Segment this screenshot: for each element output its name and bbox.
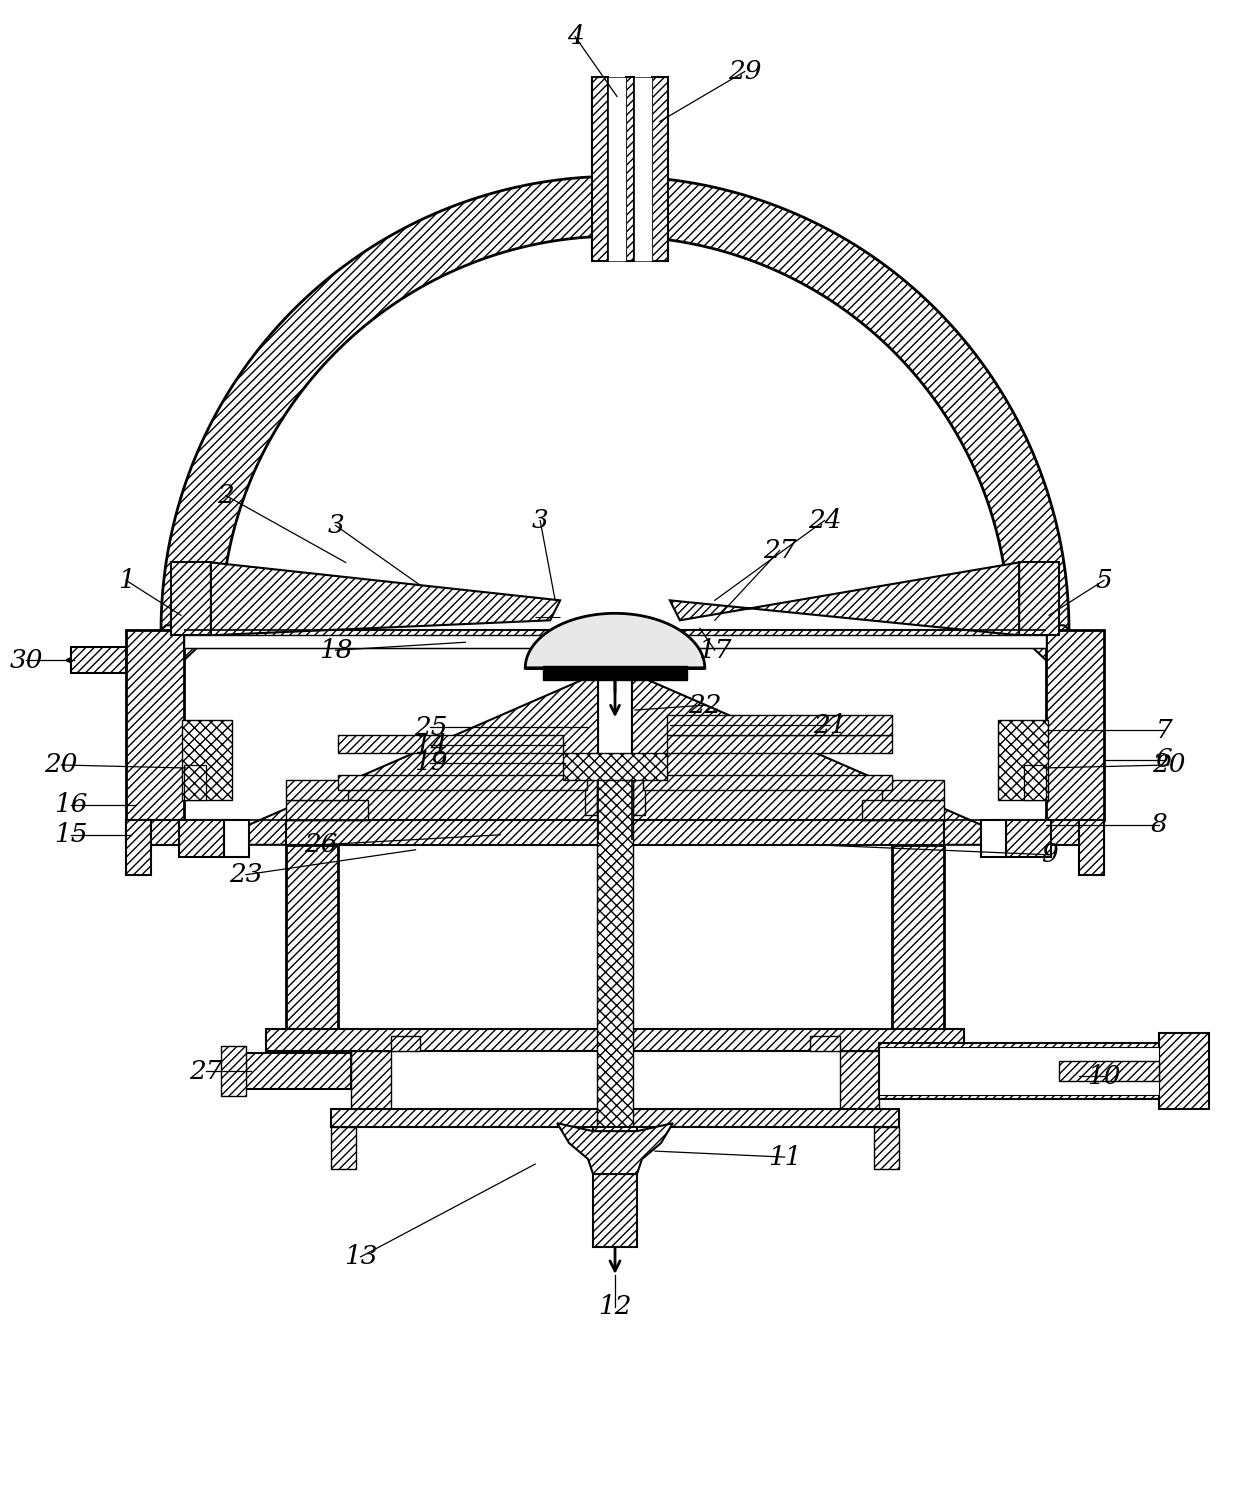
Polygon shape xyxy=(883,781,945,800)
Polygon shape xyxy=(182,720,232,800)
Polygon shape xyxy=(667,735,893,753)
Text: 29: 29 xyxy=(728,59,761,85)
Polygon shape xyxy=(991,820,1104,844)
Polygon shape xyxy=(1009,625,1104,660)
Text: 7: 7 xyxy=(1156,717,1172,743)
Text: 10: 10 xyxy=(1087,1063,1121,1089)
Polygon shape xyxy=(557,1123,673,1175)
Polygon shape xyxy=(221,1046,246,1096)
Text: 15: 15 xyxy=(55,823,88,847)
Polygon shape xyxy=(331,1110,899,1126)
Polygon shape xyxy=(810,1036,879,1110)
Text: 25: 25 xyxy=(414,714,448,740)
Text: 11: 11 xyxy=(768,1145,801,1170)
Polygon shape xyxy=(285,800,367,820)
Polygon shape xyxy=(171,562,211,636)
Polygon shape xyxy=(249,675,598,844)
Text: 9: 9 xyxy=(1040,843,1058,867)
Polygon shape xyxy=(593,1126,637,1247)
Text: 26: 26 xyxy=(304,832,337,858)
Polygon shape xyxy=(670,562,1019,636)
Text: 27: 27 xyxy=(190,1059,223,1084)
Polygon shape xyxy=(337,775,587,790)
Polygon shape xyxy=(1079,820,1104,874)
Text: 27: 27 xyxy=(763,538,796,563)
Polygon shape xyxy=(1006,820,1052,856)
Polygon shape xyxy=(608,77,626,261)
Polygon shape xyxy=(879,1048,1159,1095)
Polygon shape xyxy=(184,766,206,800)
Polygon shape xyxy=(652,77,668,261)
Text: 19: 19 xyxy=(414,750,448,776)
Polygon shape xyxy=(1019,562,1059,636)
Text: 18: 18 xyxy=(319,637,352,663)
Polygon shape xyxy=(337,735,563,753)
Polygon shape xyxy=(563,753,667,781)
Text: 14: 14 xyxy=(414,732,448,758)
Polygon shape xyxy=(526,613,704,669)
Text: 2: 2 xyxy=(217,483,234,507)
Polygon shape xyxy=(626,77,634,261)
Text: 22: 22 xyxy=(688,693,722,717)
Polygon shape xyxy=(1159,1033,1209,1110)
Polygon shape xyxy=(351,1036,420,1110)
Polygon shape xyxy=(632,675,981,844)
Polygon shape xyxy=(667,716,893,735)
Text: 17: 17 xyxy=(698,637,732,663)
Text: 13: 13 xyxy=(343,1244,377,1270)
Polygon shape xyxy=(285,820,945,844)
Polygon shape xyxy=(644,775,893,790)
Text: 20: 20 xyxy=(1152,752,1185,778)
Text: 8: 8 xyxy=(1151,812,1167,838)
Polygon shape xyxy=(1047,630,1104,820)
Polygon shape xyxy=(874,1126,899,1169)
Text: 3: 3 xyxy=(532,507,548,533)
Polygon shape xyxy=(224,820,249,856)
Text: 5: 5 xyxy=(1095,568,1112,593)
Polygon shape xyxy=(126,820,239,844)
Polygon shape xyxy=(71,648,126,673)
Polygon shape xyxy=(285,781,347,800)
Polygon shape xyxy=(126,820,151,874)
Polygon shape xyxy=(246,1054,351,1089)
Polygon shape xyxy=(184,636,1047,648)
Text: 24: 24 xyxy=(807,507,841,533)
Text: 1: 1 xyxy=(118,568,134,593)
Text: 21: 21 xyxy=(812,713,846,737)
Polygon shape xyxy=(1059,1062,1159,1081)
Polygon shape xyxy=(998,720,1048,800)
Polygon shape xyxy=(591,77,608,261)
Polygon shape xyxy=(211,562,560,636)
Polygon shape xyxy=(634,77,652,261)
Polygon shape xyxy=(126,625,221,660)
Text: 6: 6 xyxy=(1156,747,1172,773)
Polygon shape xyxy=(285,844,337,1030)
Polygon shape xyxy=(331,1126,356,1169)
Text: 23: 23 xyxy=(229,862,263,888)
Polygon shape xyxy=(596,775,632,1129)
Text: 12: 12 xyxy=(598,1294,631,1320)
Polygon shape xyxy=(543,666,687,680)
Text: 20: 20 xyxy=(45,752,78,778)
Polygon shape xyxy=(981,820,1006,856)
Polygon shape xyxy=(265,1030,965,1051)
Polygon shape xyxy=(126,630,184,820)
Polygon shape xyxy=(585,766,596,815)
Polygon shape xyxy=(184,630,1047,648)
Polygon shape xyxy=(632,766,645,815)
Polygon shape xyxy=(863,800,945,820)
Polygon shape xyxy=(879,1043,1159,1099)
Text: 30: 30 xyxy=(10,648,43,673)
Text: 4: 4 xyxy=(567,24,584,50)
Text: 16: 16 xyxy=(55,793,88,817)
Polygon shape xyxy=(1024,766,1047,800)
Text: 3: 3 xyxy=(327,513,343,538)
Polygon shape xyxy=(161,177,1069,630)
Polygon shape xyxy=(179,820,224,856)
Polygon shape xyxy=(893,844,945,1030)
